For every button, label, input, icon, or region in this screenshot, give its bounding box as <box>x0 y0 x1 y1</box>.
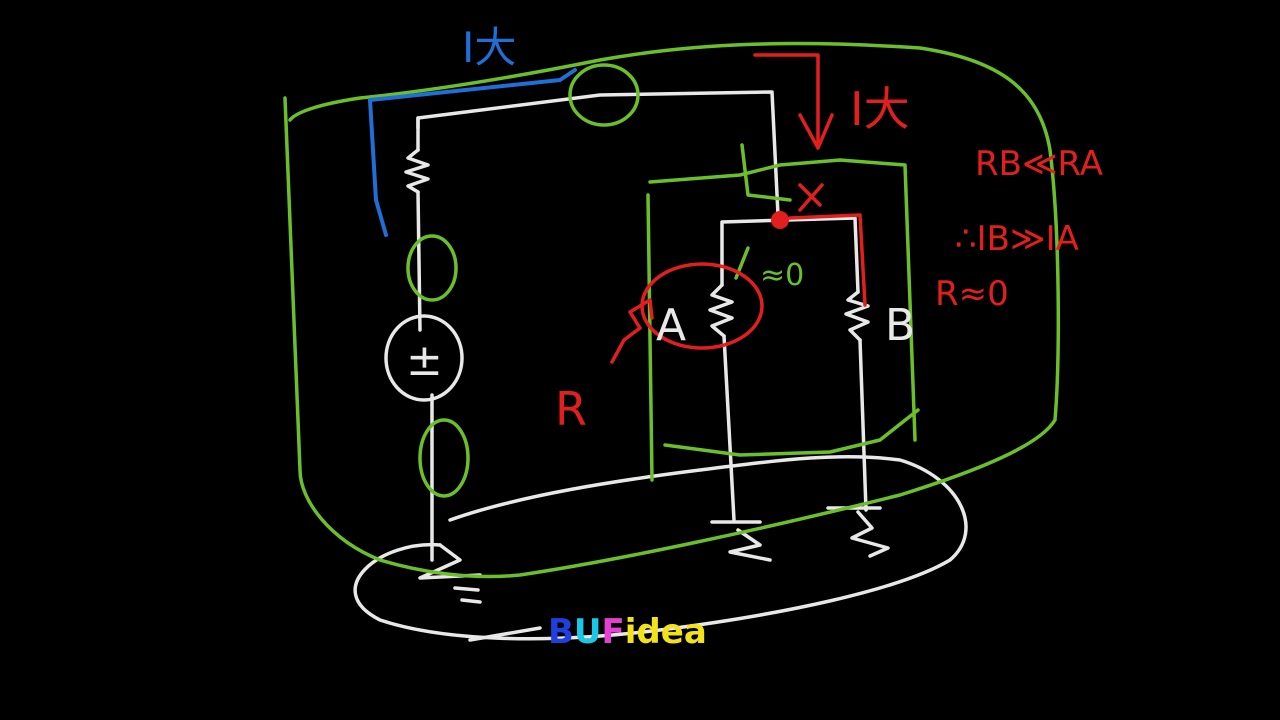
red-annotations <box>610 53 867 364</box>
r-approx-zero-label: R≈0 <box>935 274 1009 314</box>
logo-letter-u: U <box>573 612 602 652</box>
source-symbol-label: ± <box>406 335 443 386</box>
node-b-label: B <box>885 300 915 351</box>
resistance-relation-label: RB≪RA <box>975 144 1103 184</box>
near-zero-label: ≈0 <box>760 258 804 293</box>
resistor-left <box>404 148 430 194</box>
logo-letter-b: B <box>548 612 574 652</box>
resistor-a <box>708 283 734 338</box>
blue-current-label: I大 <box>462 23 516 72</box>
ground-left <box>418 543 482 604</box>
resistor-b <box>844 290 870 342</box>
resistor-r-label: R <box>555 382 587 436</box>
bufidea-logo: BUFidea <box>548 612 707 652</box>
green-annotations: ≈0 <box>283 41 1061 579</box>
circuit-wires <box>353 90 968 642</box>
junction-node <box>771 211 789 229</box>
current-relation-label: ∴IB≫IA <box>955 219 1079 259</box>
ground-loop <box>353 454 968 641</box>
voltage-source: ± <box>384 314 464 402</box>
red-current-label: I大 <box>850 82 910 136</box>
blue-annotations <box>368 68 577 237</box>
node-a-label: A <box>656 300 686 351</box>
logo-rest: idea <box>624 612 707 652</box>
logo-letter-f: F <box>601 612 625 652</box>
